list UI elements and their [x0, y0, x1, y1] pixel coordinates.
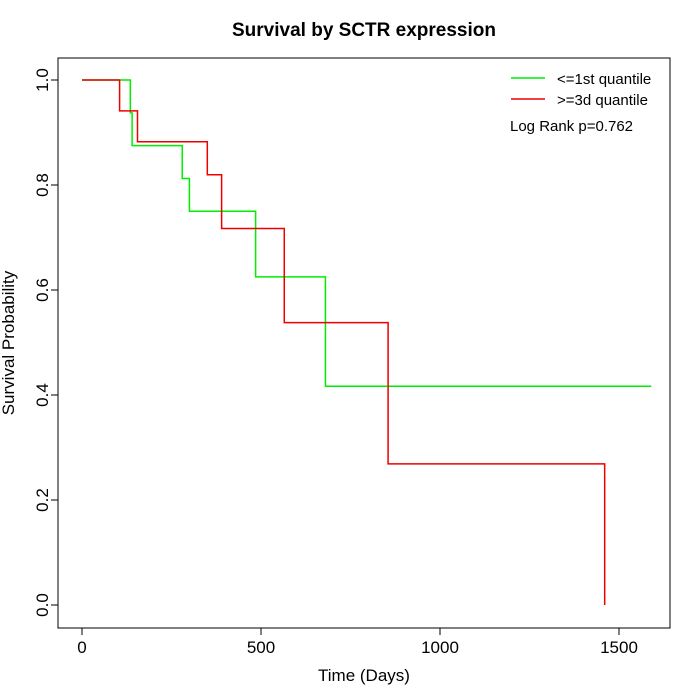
y-axis-label: Survival Probability: [0, 270, 18, 415]
y-tick-label: 0.6: [33, 278, 52, 302]
series-high-quantile-curve: [82, 79, 606, 605]
plot-frame: [57, 57, 671, 629]
y-tick-label: 0.2: [33, 488, 52, 512]
legend: <=1st quantile >=3d quantile: [511, 71, 651, 109]
series-low-quantile-curve: [82, 79, 652, 387]
series-layer: [82, 79, 652, 605]
y-tick-label: 0.8: [33, 173, 52, 197]
x-tick-label: 0: [77, 638, 86, 657]
legend-label-high: >=3d quantile: [557, 92, 648, 109]
x-tick-label: 1500: [600, 638, 638, 657]
x-axis: 0 500 1000 1500: [77, 627, 638, 657]
legend-label-low: <=1st quantile: [557, 71, 651, 88]
x-tick-label: 500: [247, 638, 275, 657]
x-axis-label: Time (Days): [318, 666, 410, 685]
y-axis: 0.0 0.2 0.4 0.6 0.8 1.0: [33, 68, 59, 617]
chart-title: Survival by SCTR expression: [232, 20, 496, 41]
log-rank-annotation: Log Rank p=0.762: [510, 118, 633, 135]
y-tick-label: 0.4: [33, 383, 52, 407]
x-tick-label: 1000: [421, 638, 459, 657]
y-tick-label: 0.0: [33, 593, 52, 617]
y-tick-label: 1.0: [33, 68, 52, 92]
